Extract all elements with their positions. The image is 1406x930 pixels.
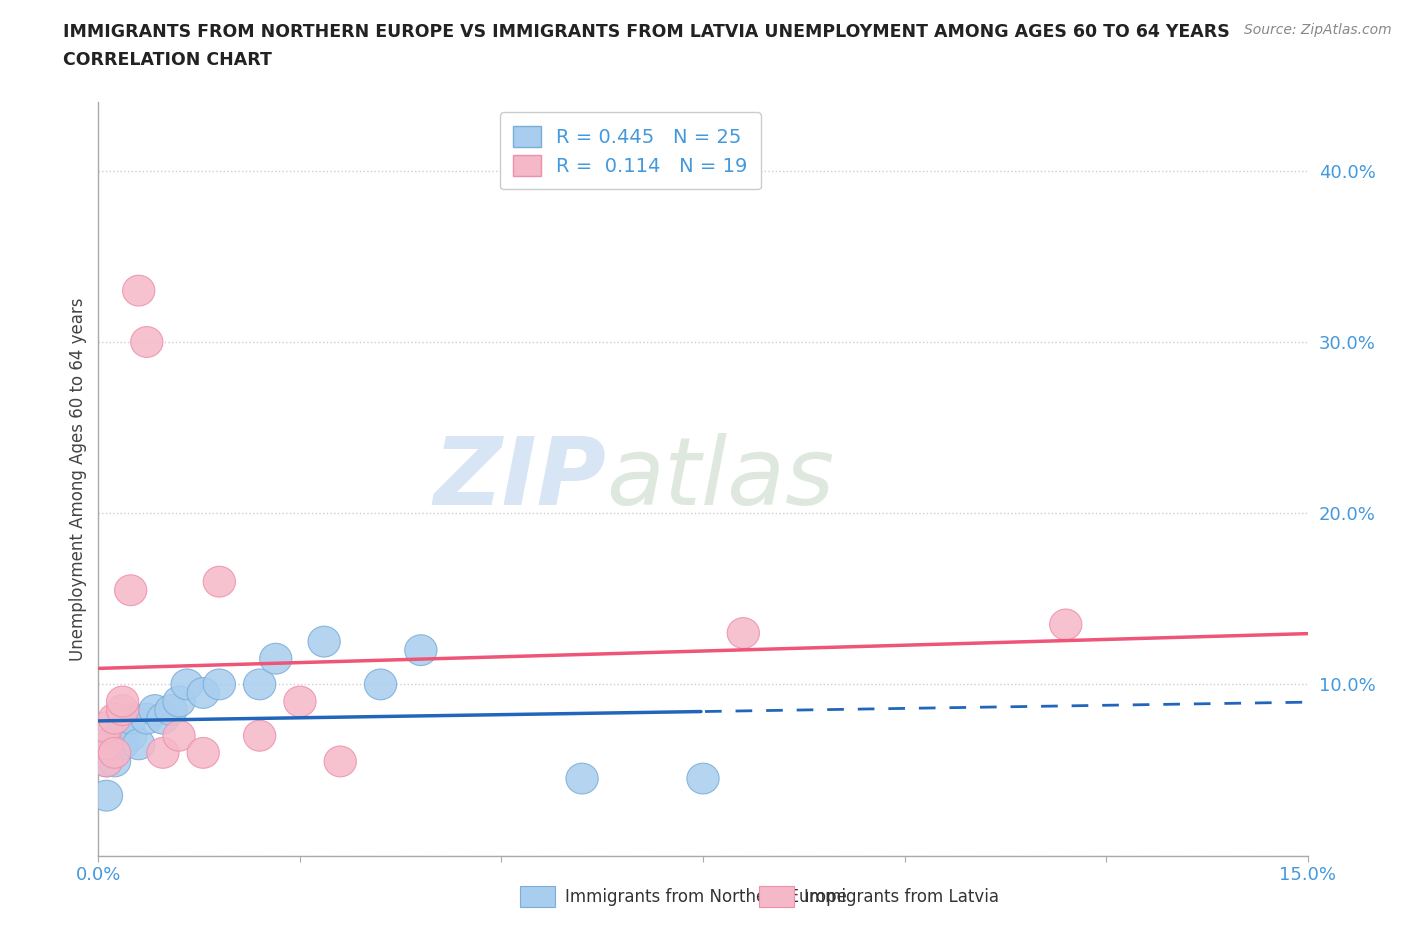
Ellipse shape: [90, 729, 122, 760]
Ellipse shape: [204, 566, 235, 597]
Ellipse shape: [260, 644, 292, 674]
Ellipse shape: [187, 737, 219, 768]
Ellipse shape: [146, 737, 179, 768]
Text: CORRELATION CHART: CORRELATION CHART: [63, 51, 273, 69]
Ellipse shape: [155, 695, 187, 725]
Ellipse shape: [163, 686, 195, 717]
Ellipse shape: [114, 575, 146, 605]
Ellipse shape: [90, 729, 122, 760]
Ellipse shape: [567, 764, 598, 794]
Ellipse shape: [90, 780, 122, 811]
Ellipse shape: [90, 746, 122, 777]
Ellipse shape: [131, 703, 163, 734]
Ellipse shape: [139, 695, 172, 725]
Legend: R = 0.445   N = 25, R =  0.114   N = 19: R = 0.445 N = 25, R = 0.114 N = 19: [499, 112, 761, 190]
Ellipse shape: [107, 729, 139, 760]
Ellipse shape: [727, 618, 759, 648]
Ellipse shape: [325, 746, 356, 777]
Ellipse shape: [243, 669, 276, 699]
Ellipse shape: [90, 711, 122, 742]
Ellipse shape: [131, 326, 163, 357]
Text: Immigrants from Latvia: Immigrants from Latvia: [804, 887, 1000, 906]
Text: Source: ZipAtlas.com: Source: ZipAtlas.com: [1244, 23, 1392, 37]
Ellipse shape: [688, 764, 718, 794]
Ellipse shape: [1050, 609, 1081, 640]
Ellipse shape: [284, 686, 316, 717]
Ellipse shape: [107, 686, 139, 717]
Ellipse shape: [98, 737, 131, 768]
Ellipse shape: [187, 678, 219, 709]
Ellipse shape: [107, 695, 139, 725]
Ellipse shape: [163, 721, 195, 751]
Ellipse shape: [114, 703, 146, 734]
Ellipse shape: [308, 626, 340, 657]
Text: ZIP: ZIP: [433, 433, 606, 525]
Ellipse shape: [90, 746, 122, 777]
Ellipse shape: [98, 729, 131, 760]
Ellipse shape: [204, 669, 235, 699]
Ellipse shape: [364, 669, 396, 699]
Y-axis label: Unemployment Among Ages 60 to 64 years: Unemployment Among Ages 60 to 64 years: [69, 298, 87, 660]
Ellipse shape: [122, 275, 155, 306]
Ellipse shape: [122, 729, 155, 760]
Ellipse shape: [107, 711, 139, 742]
Ellipse shape: [146, 703, 179, 734]
Ellipse shape: [243, 721, 276, 751]
Text: atlas: atlas: [606, 433, 835, 525]
Ellipse shape: [98, 703, 131, 734]
Ellipse shape: [98, 746, 131, 777]
Ellipse shape: [172, 669, 204, 699]
Ellipse shape: [114, 721, 146, 751]
Text: Immigrants from Northern Europe: Immigrants from Northern Europe: [565, 887, 846, 906]
Text: IMMIGRANTS FROM NORTHERN EUROPE VS IMMIGRANTS FROM LATVIA UNEMPLOYMENT AMONG AGE: IMMIGRANTS FROM NORTHERN EUROPE VS IMMIG…: [63, 23, 1230, 41]
Ellipse shape: [405, 635, 437, 666]
